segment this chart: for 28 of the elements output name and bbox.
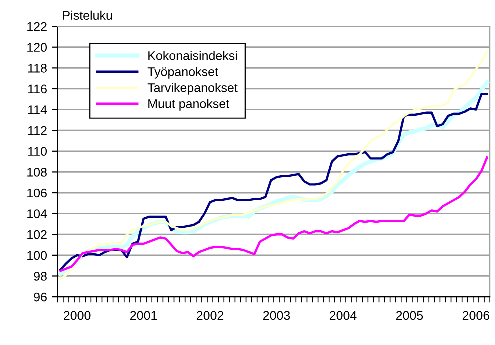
- y-tick-label: 98: [34, 272, 47, 281]
- x-tick-label: 2001: [130, 311, 158, 320]
- y-tick-label: 114: [28, 106, 48, 114]
- y-tick-label: 110: [28, 147, 48, 156]
- legend-label: Tarvikepanokset: [148, 83, 238, 95]
- y-tick-label: 108: [28, 168, 47, 177]
- x-tick-label: 2003: [263, 311, 290, 320]
- y-tick-label: 102: [28, 230, 47, 240]
- y-tick-label: 96: [34, 292, 47, 302]
- x-tick-label: 2005: [396, 311, 424, 320]
- y-tick-label: 104: [28, 210, 48, 218]
- line-series: [60, 50, 488, 280]
- line-series: [60, 156, 488, 272]
- y-tick-label: 120: [28, 43, 48, 52]
- y-tick-label: 112: [28, 126, 47, 136]
- legend-label: Kokonaisindeksi: [148, 51, 238, 60]
- x-tick-label: 2002: [196, 311, 224, 320]
- legend-label: Työpanokset: [148, 67, 218, 79]
- x-tick-label: 2006: [462, 311, 490, 320]
- x-tick-label: 2004: [330, 311, 357, 320]
- y-tick-label: 122: [28, 22, 47, 32]
- legend-label: Muut panokset: [148, 99, 230, 111]
- y-tick-label: 118: [28, 64, 47, 73]
- y-tick-label: 116: [28, 84, 47, 94]
- y-tick-label: 100: [28, 251, 48, 260]
- y-axis-title: Pisteluku: [63, 10, 112, 20]
- x-tick-label: 2000: [64, 311, 91, 320]
- y-tick-label: 106: [28, 188, 47, 198]
